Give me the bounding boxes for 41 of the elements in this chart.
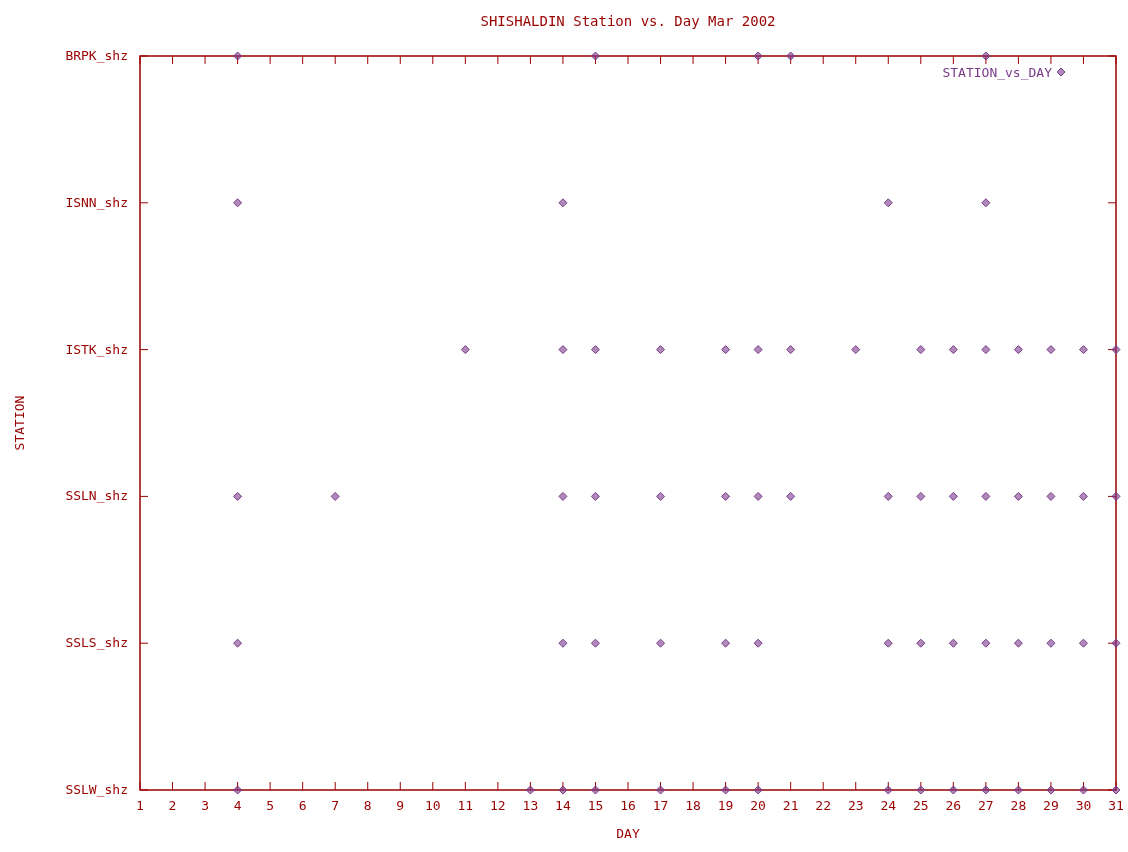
x-tick-label: 22 xyxy=(815,798,832,813)
y-tick-label: SSLN_shz xyxy=(65,488,128,504)
x-tick-label: 30 xyxy=(1075,798,1092,813)
x-tick-label: 4 xyxy=(233,798,242,813)
x-tick-label: 17 xyxy=(652,798,669,813)
x-tick-label: 13 xyxy=(522,798,539,813)
x-tick-label: 2 xyxy=(168,798,177,813)
y-tick-label: SSLW_shz xyxy=(65,782,128,797)
y-tick-label: ISTK_shz xyxy=(65,341,128,357)
y-axis-title: STATION xyxy=(12,395,27,451)
x-tick-label: 8 xyxy=(363,798,372,813)
x-tick-label: 25 xyxy=(912,798,929,813)
x-tick-label: 23 xyxy=(847,798,864,813)
x-tick-label: 20 xyxy=(750,798,766,813)
x-tick-label: 9 xyxy=(396,798,405,813)
x-tick-label: 29 xyxy=(1043,798,1059,813)
y-tick-label: ISNN_shz xyxy=(65,194,128,210)
y-tick-label: BRPK_shz xyxy=(65,48,128,63)
x-tick-label: 28 xyxy=(1010,798,1027,813)
x-tick-label: 19 xyxy=(717,798,734,813)
x-tick-label: 12 xyxy=(490,798,506,813)
x-tick-label: 31 xyxy=(1108,798,1124,813)
x-tick-label: 11 xyxy=(457,798,474,813)
x-axis-title: DAY xyxy=(616,826,640,841)
x-tick-label: 26 xyxy=(945,798,962,813)
x-tick-label: 14 xyxy=(555,798,571,813)
x-tick-label: 1 xyxy=(136,798,144,813)
x-tick-label: 21 xyxy=(782,798,799,813)
x-tick-label: 24 xyxy=(880,798,897,813)
x-tick-label: 3 xyxy=(201,798,209,813)
x-tick-label: 6 xyxy=(298,798,307,813)
x-tick-label: 5 xyxy=(266,798,275,813)
chart-title: SHISHALDIN Station vs. Day Mar 2002 xyxy=(480,13,776,29)
x-tick-label: 15 xyxy=(587,798,604,813)
x-tick-label: 7 xyxy=(331,798,340,813)
legend: STATION_vs_DAY xyxy=(942,65,1066,80)
x-tick-label: 27 xyxy=(978,798,994,813)
y-tick-label: SSLS_shz xyxy=(65,635,128,651)
x-tick-label: 18 xyxy=(685,798,701,813)
x-tick-label: 10 xyxy=(424,798,441,813)
x-tick-label: 16 xyxy=(620,798,636,813)
